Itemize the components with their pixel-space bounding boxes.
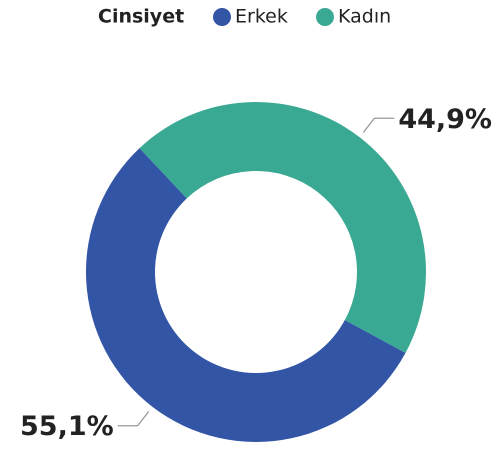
data-label: 55,1% (20, 411, 114, 442)
donut-slice (86, 148, 406, 442)
legend-swatch (316, 8, 334, 26)
legend-label: Kadın (338, 6, 391, 28)
leader-line (117, 411, 150, 427)
donut-slice (139, 101, 427, 353)
data-label: 44,9% (398, 104, 492, 135)
legend-swatch (213, 8, 231, 26)
legend-label: Erkek (235, 6, 288, 28)
leader-line (362, 117, 395, 133)
legend-title: Cinsiyet (98, 6, 184, 28)
